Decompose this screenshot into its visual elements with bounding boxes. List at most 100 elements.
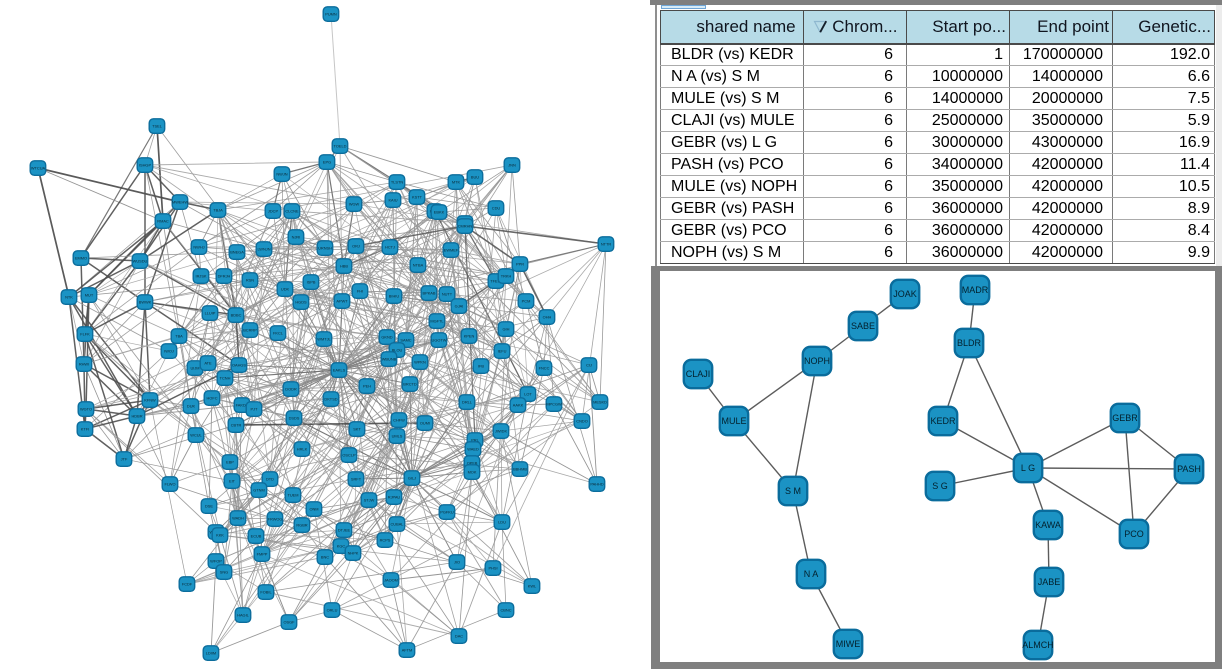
svg-text:LOT: LOT [524, 392, 532, 397]
svg-text:NTK: NTK [65, 295, 73, 300]
svg-text:NTTR: NTTR [601, 242, 612, 247]
svg-text:CLCNE: CLCNE [285, 209, 299, 214]
svg-text:UIJM: UIJM [190, 366, 199, 371]
svg-text:MIWE: MIWE [836, 639, 861, 649]
svg-text:WCUL: WCUL [190, 433, 202, 438]
svg-text:NHPK: NHPK [348, 551, 359, 556]
svg-text:HDBR: HDBR [131, 414, 142, 419]
svg-text:CBTR: CBTR [231, 423, 242, 428]
svg-text:TBA: TBA [175, 334, 183, 339]
svg-text:OUMI: OUMI [420, 421, 430, 426]
svg-text:KFNW: KFNW [144, 398, 156, 403]
svg-text:TBJA: TBJA [213, 208, 223, 213]
svg-text:DKTSD: DKTSD [324, 397, 337, 402]
svg-text:PHSI: PHSI [488, 566, 497, 571]
svg-text:FLWO: FLWO [165, 482, 176, 487]
svg-text:HGDS: HGDS [295, 300, 307, 305]
svg-text:CIJ: CIJ [586, 363, 592, 368]
svg-text:FOBIL: FOBIL [260, 590, 272, 595]
svg-text:RSN: RSN [246, 278, 254, 283]
svg-text:BRCTD: BRCTD [403, 382, 417, 387]
svg-text:OPFB: OPFB [467, 461, 478, 466]
svg-text:SAMC: SAMC [400, 338, 411, 343]
svg-text:EIT: EIT [229, 479, 236, 484]
svg-text:DSDS: DSDS [289, 416, 300, 421]
svg-text:KSTT: KSTT [412, 195, 423, 200]
svg-text:SNG: SNG [220, 570, 228, 575]
svg-text:CDU: CDU [492, 206, 501, 211]
svg-text:EBKK: EBKK [434, 210, 445, 215]
svg-text:EMMO: EMMO [75, 256, 87, 261]
svg-text:KAWA: KAWA [1035, 520, 1061, 530]
svg-text:IFB: IFB [478, 364, 484, 369]
svg-text:ECUB: ECUB [251, 534, 262, 539]
svg-text:CHFW: CHFW [393, 418, 405, 423]
svg-text:OSCLP: OSCLP [342, 453, 356, 458]
svg-text:TRKH: TRKH [501, 274, 512, 279]
svg-text:HAGIL: HAGIL [237, 613, 250, 618]
svg-text:PCO: PCO [1124, 529, 1144, 539]
svg-text:JOAK: JOAK [893, 289, 917, 299]
svg-text:KAIU: KAIU [388, 198, 397, 203]
svg-text:OHH: OHH [543, 315, 552, 320]
svg-text:PASH: PASH [1177, 464, 1201, 474]
svg-text:FNCC: FNCC [539, 366, 550, 371]
svg-text:NWJN: NWJN [276, 172, 287, 177]
svg-text:JTF: JTF [121, 457, 128, 462]
svg-text:MADR: MADR [962, 285, 989, 295]
svg-text:ISPB: ISPB [307, 280, 316, 285]
svg-text:STJW: STJW [364, 498, 375, 503]
svg-text:WTCUA: WTCUA [31, 166, 46, 171]
svg-text:WGW: WGW [349, 202, 360, 207]
svg-text:LWNJN: LWNJN [257, 247, 270, 252]
svg-text:BNEGA: BNEGA [230, 250, 244, 255]
svg-text:PEH: PEH [363, 384, 371, 389]
svg-text:KPEN: KPEN [464, 334, 475, 339]
svg-text:CBNC: CBNC [500, 608, 511, 613]
svg-text:EPG: EPG [323, 160, 331, 165]
svg-text:SRFT: SRFT [351, 477, 362, 482]
svg-text:DFRJH: DFRJH [218, 274, 231, 279]
svg-text:BWWK: BWWK [139, 300, 152, 305]
svg-text:GIH: GIH [503, 327, 510, 332]
svg-text:WPKN: WPKN [414, 360, 426, 365]
svg-text:CMRHN: CMRHN [458, 224, 473, 229]
svg-text:DAC: DAC [455, 634, 463, 639]
svg-text:FKCL: FKCL [273, 331, 284, 336]
svg-text:EAKLS: EAKLS [333, 368, 346, 373]
svg-text:N A: N A [804, 569, 819, 579]
svg-text:SABE: SABE [851, 321, 875, 331]
svg-text:JABE: JABE [1038, 577, 1061, 587]
svg-text:ORLU: ORLU [327, 608, 338, 613]
svg-text:WBUNB: WBUNB [382, 357, 397, 362]
svg-text:JAOOM: JAOOM [384, 578, 398, 583]
svg-text:DRLL: DRLL [462, 400, 473, 405]
svg-text:WMTJL: WMTJL [317, 337, 331, 342]
svg-text:BLDR: BLDR [957, 338, 982, 348]
svg-text:GTNM: GTNM [253, 488, 264, 493]
svg-text:BPKAB: BPKAB [423, 291, 436, 296]
svg-text:OSGF: OSGF [283, 620, 295, 625]
svg-text:JWIDK: JWIDK [495, 429, 508, 434]
svg-text:OAHGS: OAHGS [232, 363, 246, 368]
svg-text:BLOU: BLOU [392, 348, 403, 353]
svg-text:WFOP: WFOP [210, 559, 222, 564]
svg-text:WGTO: WGTO [80, 407, 92, 412]
svg-text:TFEIG: TFEIG [490, 279, 501, 284]
svg-text:BDBC: BDBC [231, 313, 242, 318]
svg-text:JIO: JIO [454, 560, 460, 565]
svg-text:WUSDU: WUSDU [133, 259, 148, 264]
svg-text:UMLS: UMLS [392, 434, 403, 439]
svg-text:DTJEE: DTJEE [338, 528, 351, 533]
svg-text:RCPS: RCPS [380, 538, 391, 543]
svg-text:KKK: KKK [216, 533, 224, 538]
svg-text:MOK: MOK [468, 470, 477, 475]
svg-text:URNSH: URNSH [318, 246, 332, 251]
svg-text:PAHHD: PAHHD [590, 482, 604, 487]
svg-text:GKND: GKND [381, 335, 392, 340]
svg-text:GILJ: GILJ [408, 476, 416, 481]
svg-text:RGBR: RGBR [296, 523, 307, 528]
svg-text:APWT: APWT [336, 299, 348, 304]
svg-text:UDK: UDK [281, 287, 290, 292]
svg-text:MGFTL: MGFTL [430, 319, 444, 324]
